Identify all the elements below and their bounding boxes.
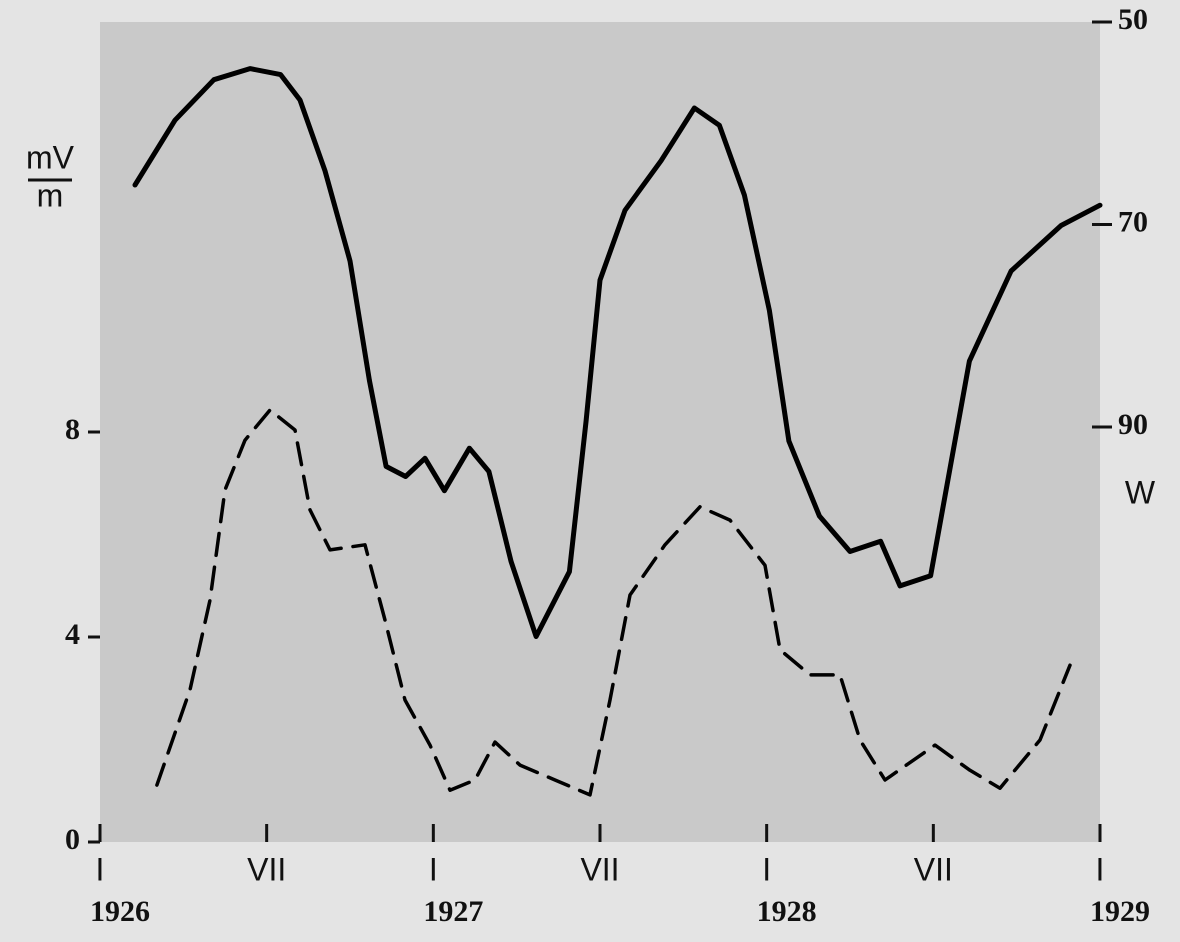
y-tick-label: 8 (65, 413, 80, 446)
x-year-label: 1928 (757, 895, 817, 928)
x-tick-label: I (96, 851, 105, 887)
y2-tick-label: 70 (1118, 205, 1148, 238)
x-tick-label: VII (247, 851, 286, 887)
plot-area (100, 22, 1100, 842)
dashed-line (155, 408, 1072, 797)
x-tick-label: I (429, 851, 438, 887)
y2-tick-label: 90 (1118, 408, 1148, 441)
x-tick-label: I (762, 851, 771, 887)
y-axis-label-top: mV (26, 139, 75, 175)
x-tick-label: VII (580, 851, 619, 887)
y-tick-label: 0 (65, 823, 80, 856)
x-tick-label: VII (914, 851, 953, 887)
solid-line (132, 66, 1103, 639)
x-year-label: 1927 (423, 895, 483, 928)
y-tick-label: 4 (65, 618, 80, 651)
y2-tick-label: 50 (1118, 3, 1148, 36)
x-year-label: 1929 (1090, 895, 1150, 928)
x-tick-label: I (1096, 851, 1105, 887)
x-year-label: 1926 (90, 895, 150, 928)
y-axis-label-bottom: m (37, 177, 64, 213)
y2-axis-label: W (1125, 474, 1156, 510)
